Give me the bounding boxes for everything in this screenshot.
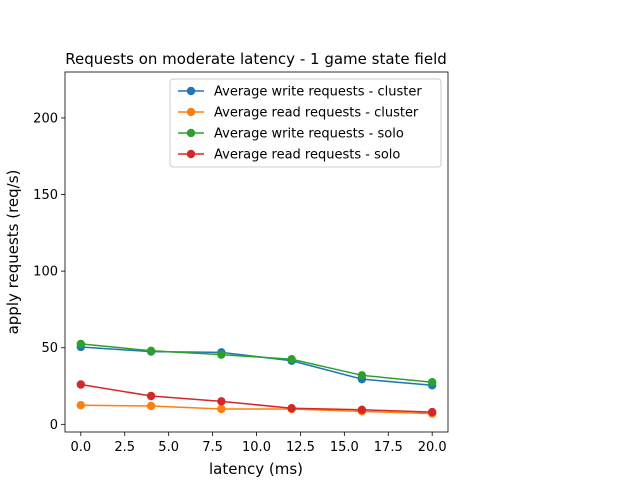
data-point bbox=[217, 350, 226, 359]
x-tick-label: 20.0 bbox=[418, 440, 447, 455]
series-3 bbox=[76, 339, 437, 387]
legend-marker bbox=[186, 86, 196, 96]
data-point bbox=[217, 404, 226, 414]
series-line bbox=[80, 346, 433, 387]
x-tick-label: 12.5 bbox=[286, 440, 315, 455]
data-point bbox=[76, 339, 86, 349]
y-tick-label: 100 bbox=[33, 265, 58, 280]
legend-item: Average read requests - cluster bbox=[178, 106, 419, 121]
x-tick-label: 15.0 bbox=[330, 440, 359, 455]
legend-label: Average read requests - cluster bbox=[214, 106, 419, 121]
data-point bbox=[287, 404, 296, 413]
x-axis-label: latency (ms) bbox=[209, 460, 303, 478]
legend-box bbox=[169, 78, 442, 168]
x-tick-label: 2.5 bbox=[114, 440, 135, 455]
legend-label: Average write requests - solo bbox=[214, 127, 404, 142]
data-point bbox=[146, 391, 156, 401]
x-tick-label: 10.0 bbox=[242, 440, 271, 455]
x-axis-ticks: 0.0 2.5 5.0 7.5 10.0 12.5 15.0 17.5 20.0 bbox=[70, 432, 447, 455]
series-2 bbox=[76, 400, 437, 418]
legend: Average write requests - cluster Average … bbox=[169, 78, 442, 168]
y-tick-label: 0 bbox=[50, 418, 58, 433]
x-tick-label: 17.5 bbox=[374, 440, 403, 455]
data-point bbox=[357, 405, 367, 414]
series-line bbox=[80, 404, 433, 415]
data-point bbox=[217, 397, 226, 406]
y-axis-label: apply requests (req/s) bbox=[4, 170, 22, 335]
legend-marker bbox=[186, 128, 196, 138]
legend-item: Average read requests - solo bbox=[178, 148, 400, 163]
legend-item: Average write requests - solo bbox=[178, 127, 404, 142]
legend-label: Average write requests - cluster bbox=[214, 85, 422, 100]
data-point bbox=[357, 371, 367, 380]
x-tick-label: 5.0 bbox=[158, 440, 179, 455]
chart-title: Requests on moderate latency - 1 game st… bbox=[65, 50, 447, 68]
series-line bbox=[80, 383, 433, 413]
legend-label: Average read requests - solo bbox=[214, 148, 400, 163]
data-point bbox=[76, 400, 86, 410]
y-tick-label: 50 bbox=[41, 341, 58, 356]
data-point bbox=[76, 380, 86, 389]
y-tick-label: 150 bbox=[33, 188, 58, 203]
data-point bbox=[146, 401, 156, 411]
data-point bbox=[287, 355, 296, 364]
data-point bbox=[146, 346, 156, 356]
plot-series-group bbox=[76, 339, 437, 418]
y-axis-ticks: 0 50 100 150 200 bbox=[33, 111, 65, 433]
y-tick-label: 200 bbox=[33, 111, 58, 126]
x-tick-label: 0.0 bbox=[70, 440, 91, 455]
data-point bbox=[427, 378, 437, 387]
series-4 bbox=[76, 380, 437, 417]
legend-marker bbox=[186, 149, 196, 159]
x-tick-label: 7.5 bbox=[202, 440, 223, 455]
series-1 bbox=[76, 342, 437, 390]
legend-item: Average write requests - cluster bbox=[178, 85, 422, 100]
data-point bbox=[427, 407, 437, 417]
series-line bbox=[80, 343, 433, 383]
legend-marker bbox=[186, 107, 196, 117]
